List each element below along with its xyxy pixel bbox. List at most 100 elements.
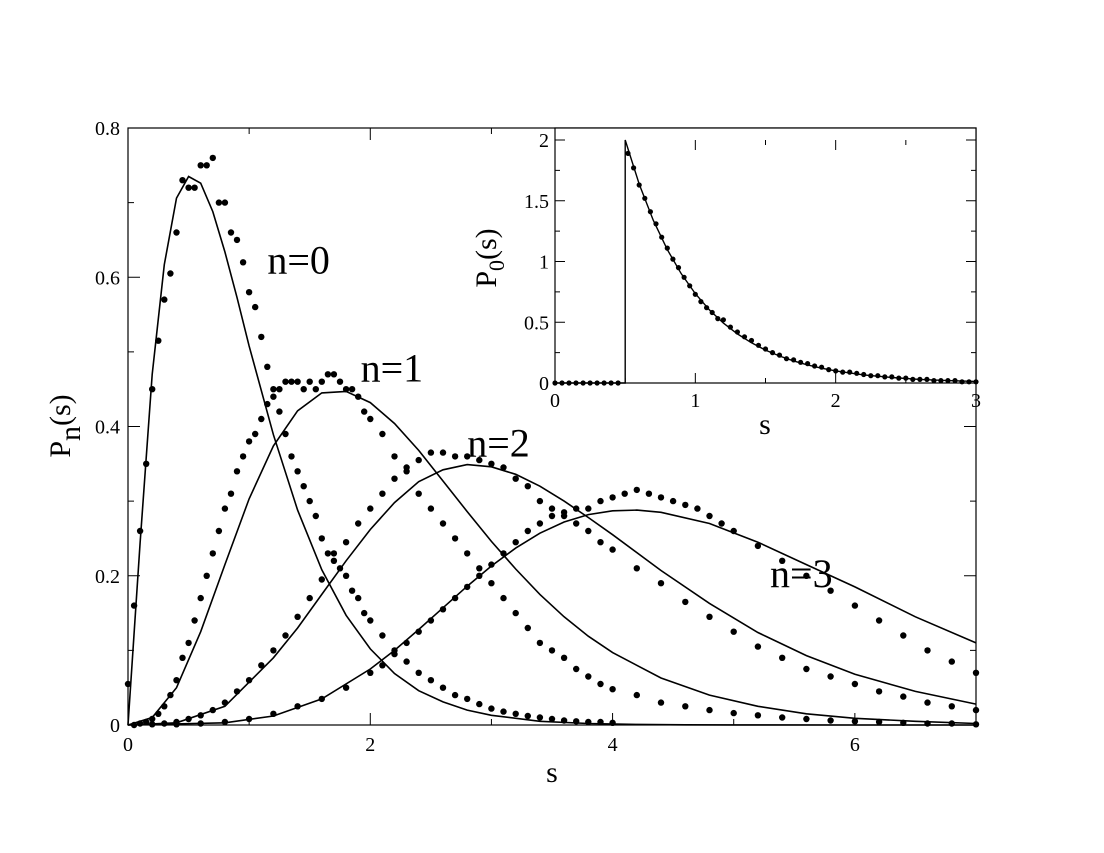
inset-marker-1-27 — [720, 317, 727, 323]
main-curve-2 — [127, 390, 977, 726]
inset-marker-1-54 — [910, 376, 916, 382]
main-marker-7-40 — [779, 557, 786, 564]
main-y-axis-title-tail: (s) — [44, 394, 77, 426]
main-marker-5-15 — [330, 557, 338, 564]
main-marker-1-47 — [451, 691, 459, 699]
main-marker-5-35 — [573, 520, 580, 527]
main-marker-7-9 — [379, 662, 386, 669]
main-marker-3-38 — [361, 408, 368, 415]
main-marker-7-27 — [597, 497, 604, 505]
main-marker-1-19 — [239, 259, 247, 266]
main-marker-5-50 — [900, 693, 907, 700]
main-marker-1-18 — [233, 236, 241, 244]
main-marker-5-11 — [282, 632, 289, 639]
main-marker-1-39 — [361, 609, 368, 617]
main-marker-7-41 — [803, 572, 810, 579]
main-ytick-label-0: 0 — [110, 715, 120, 737]
main-marker-3-43 — [415, 490, 422, 497]
main-marker-7-44 — [875, 617, 883, 624]
main-x-axis-title: s — [546, 756, 558, 789]
main-marker-7-26 — [585, 505, 592, 512]
main-marker-3-20 — [252, 430, 259, 438]
main-marker-1-5 — [155, 337, 162, 344]
inset-y-axis-title-main: P — [470, 271, 503, 288]
main-marker-7-10 — [391, 650, 398, 658]
inset-marker-1-59 — [945, 378, 951, 384]
main-marker-5-14 — [318, 576, 325, 583]
main-marker-3-7 — [173, 677, 180, 684]
inset-marker-1-46 — [854, 370, 860, 376]
main-marker-1-59 — [597, 718, 604, 726]
main-marker-1-44 — [415, 669, 422, 676]
main-ytick-label-3: 0.6 — [95, 267, 120, 289]
main-marker-3-1 — [136, 720, 144, 727]
main-xtick-label-0: 0 — [123, 734, 133, 756]
main-marker-5-42 — [706, 613, 713, 620]
main-marker-7-33 — [669, 497, 677, 505]
main-marker-7-20 — [512, 539, 519, 546]
main-marker-7-14 — [439, 606, 447, 613]
inset-ytick-label-2: 1 — [539, 252, 549, 274]
main-marker-1-17 — [227, 229, 235, 236]
main-marker-7-45 — [900, 632, 907, 639]
main-marker-3-53 — [536, 639, 544, 647]
main-marker-5-4 — [197, 712, 204, 719]
main-annotation-2: n=2 — [467, 420, 530, 465]
inset-marker-1-49 — [875, 373, 881, 379]
main-marker-7-25 — [573, 505, 580, 512]
main-marker-7-23 — [548, 512, 556, 520]
main-marker-7-30 — [633, 486, 640, 494]
inset-marker-1-28 — [727, 324, 734, 330]
main-marker-7-28 — [609, 494, 616, 501]
inset-marker-1-26 — [715, 316, 721, 322]
inset-marker-1-32 — [755, 342, 762, 348]
inset-ytick-label-4: 2 — [539, 130, 549, 152]
main-marker-7-6 — [318, 695, 325, 703]
main-marker-5-46 — [803, 665, 810, 673]
main-marker-7-16 — [464, 583, 471, 591]
main-marker-5-3 — [185, 715, 192, 723]
inset-marker-1-40 — [812, 363, 818, 369]
main-marker-1-43 — [403, 658, 410, 665]
main-marker-7-42 — [827, 587, 834, 594]
main-marker-1-54 — [536, 714, 544, 721]
inset-marker-1-62 — [966, 379, 972, 385]
main-marker-7-36 — [706, 512, 713, 520]
main-marker-3-35 — [342, 386, 350, 393]
main-marker-7-43 — [851, 602, 859, 609]
main-marker-3-62 — [682, 703, 689, 710]
inset-marker-1-44 — [840, 369, 846, 375]
inset-marker-1-50 — [882, 374, 888, 380]
main-marker-5-22 — [415, 456, 422, 464]
main-marker-3-32 — [324, 371, 332, 378]
inset-y-axis-title-sub: 0 — [484, 260, 509, 271]
main-marker-3-51 — [512, 609, 519, 617]
inset-marker-1-14 — [647, 209, 654, 215]
main-marker-7-4 — [270, 710, 277, 717]
inset-marker-1-25 — [709, 309, 715, 316]
inset-xtick-label-3: 3 — [971, 390, 981, 412]
main-marker-5-29 — [500, 464, 507, 471]
main-marker-5-10 — [270, 647, 277, 654]
main-marker-5-18 — [367, 505, 374, 512]
inset-marker-1-45 — [847, 369, 853, 375]
main-marker-5-49 — [875, 688, 883, 695]
main-annotations: n=0 n=1 n=2 n=3 — [267, 238, 832, 596]
main-marker-1-55 — [548, 715, 556, 723]
inset-ticks: 0 1 2 3 0 0.5 1 1.5 2 — [524, 130, 981, 412]
main-marker-1-3 — [143, 460, 150, 467]
main-marker-1-15 — [215, 199, 223, 206]
main-marker-5-27 — [476, 456, 483, 464]
main-marker-7-12 — [415, 628, 422, 635]
inset-marker-1-23 — [698, 299, 704, 305]
main-marker-1-13 — [203, 162, 210, 169]
main-marker-1-21 — [252, 303, 259, 311]
main-ytick-label-1: 0.2 — [95, 566, 120, 588]
inset-marker-1-20 — [681, 274, 687, 280]
inset-marker-1-29 — [734, 329, 741, 335]
main-marker-5-25 — [451, 453, 459, 460]
inset-xtick-label-0: 0 — [550, 390, 560, 412]
main-marker-1-40 — [367, 617, 374, 624]
main-marker-1-36 — [342, 572, 350, 579]
